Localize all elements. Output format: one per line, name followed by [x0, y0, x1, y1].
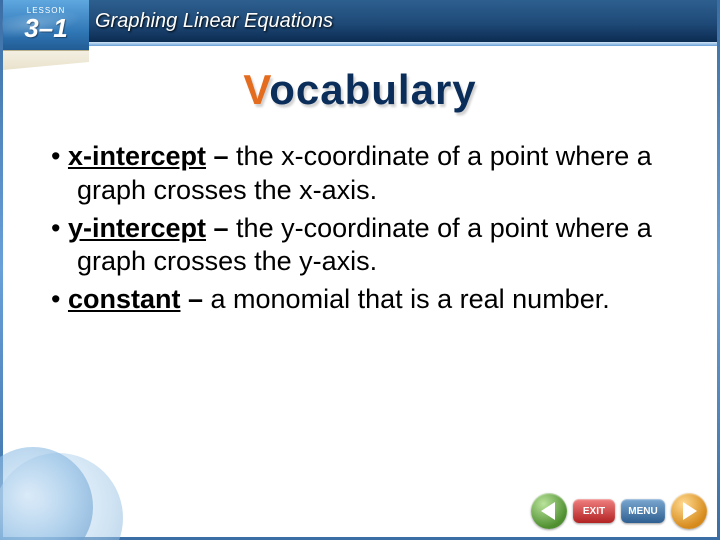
- slide-title: Vocabulary: [3, 66, 717, 114]
- header-divider: [3, 42, 717, 46]
- vocab-sep: –: [206, 213, 236, 243]
- title-accent-letter: V: [243, 66, 269, 113]
- title-rest: ocabulary: [269, 66, 476, 113]
- arrow-right-icon: [683, 502, 697, 520]
- vocabulary-list: x-intercept – the x-coordinate of a poin…: [51, 140, 657, 321]
- vocab-item: constant – a monomial that is a real num…: [51, 283, 657, 317]
- exit-button[interactable]: EXIT: [573, 499, 615, 523]
- back-button[interactable]: [531, 493, 567, 529]
- lesson-number: 3–1: [24, 13, 67, 44]
- vocab-item: y-intercept – the y-coordinate of a poin…: [51, 212, 657, 280]
- vocab-item: x-intercept – the x-coordinate of a poin…: [51, 140, 657, 208]
- vocab-sep: –: [206, 141, 236, 171]
- vocab-term: y-intercept: [68, 213, 206, 243]
- slide: Graphing Linear Equations LESSON 3–1 Voc…: [0, 0, 720, 540]
- nav-bar: EXIT MENU: [531, 493, 707, 529]
- forward-button[interactable]: [671, 493, 707, 529]
- lesson-badge: LESSON 3–1: [3, 0, 89, 70]
- lesson-badge-top: LESSON 3–1: [3, 0, 89, 50]
- arrow-left-icon: [541, 502, 555, 520]
- vocab-term: x-intercept: [68, 141, 206, 171]
- vocab-sep: –: [180, 284, 210, 314]
- header-bar: Graphing Linear Equations: [3, 0, 717, 42]
- menu-button[interactable]: MENU: [621, 499, 665, 523]
- lesson-badge-bottom: [3, 50, 89, 70]
- vocab-term: constant: [68, 284, 181, 314]
- vocab-definition: a monomial that is a real number.: [211, 284, 610, 314]
- chapter-title: Graphing Linear Equations: [95, 10, 333, 33]
